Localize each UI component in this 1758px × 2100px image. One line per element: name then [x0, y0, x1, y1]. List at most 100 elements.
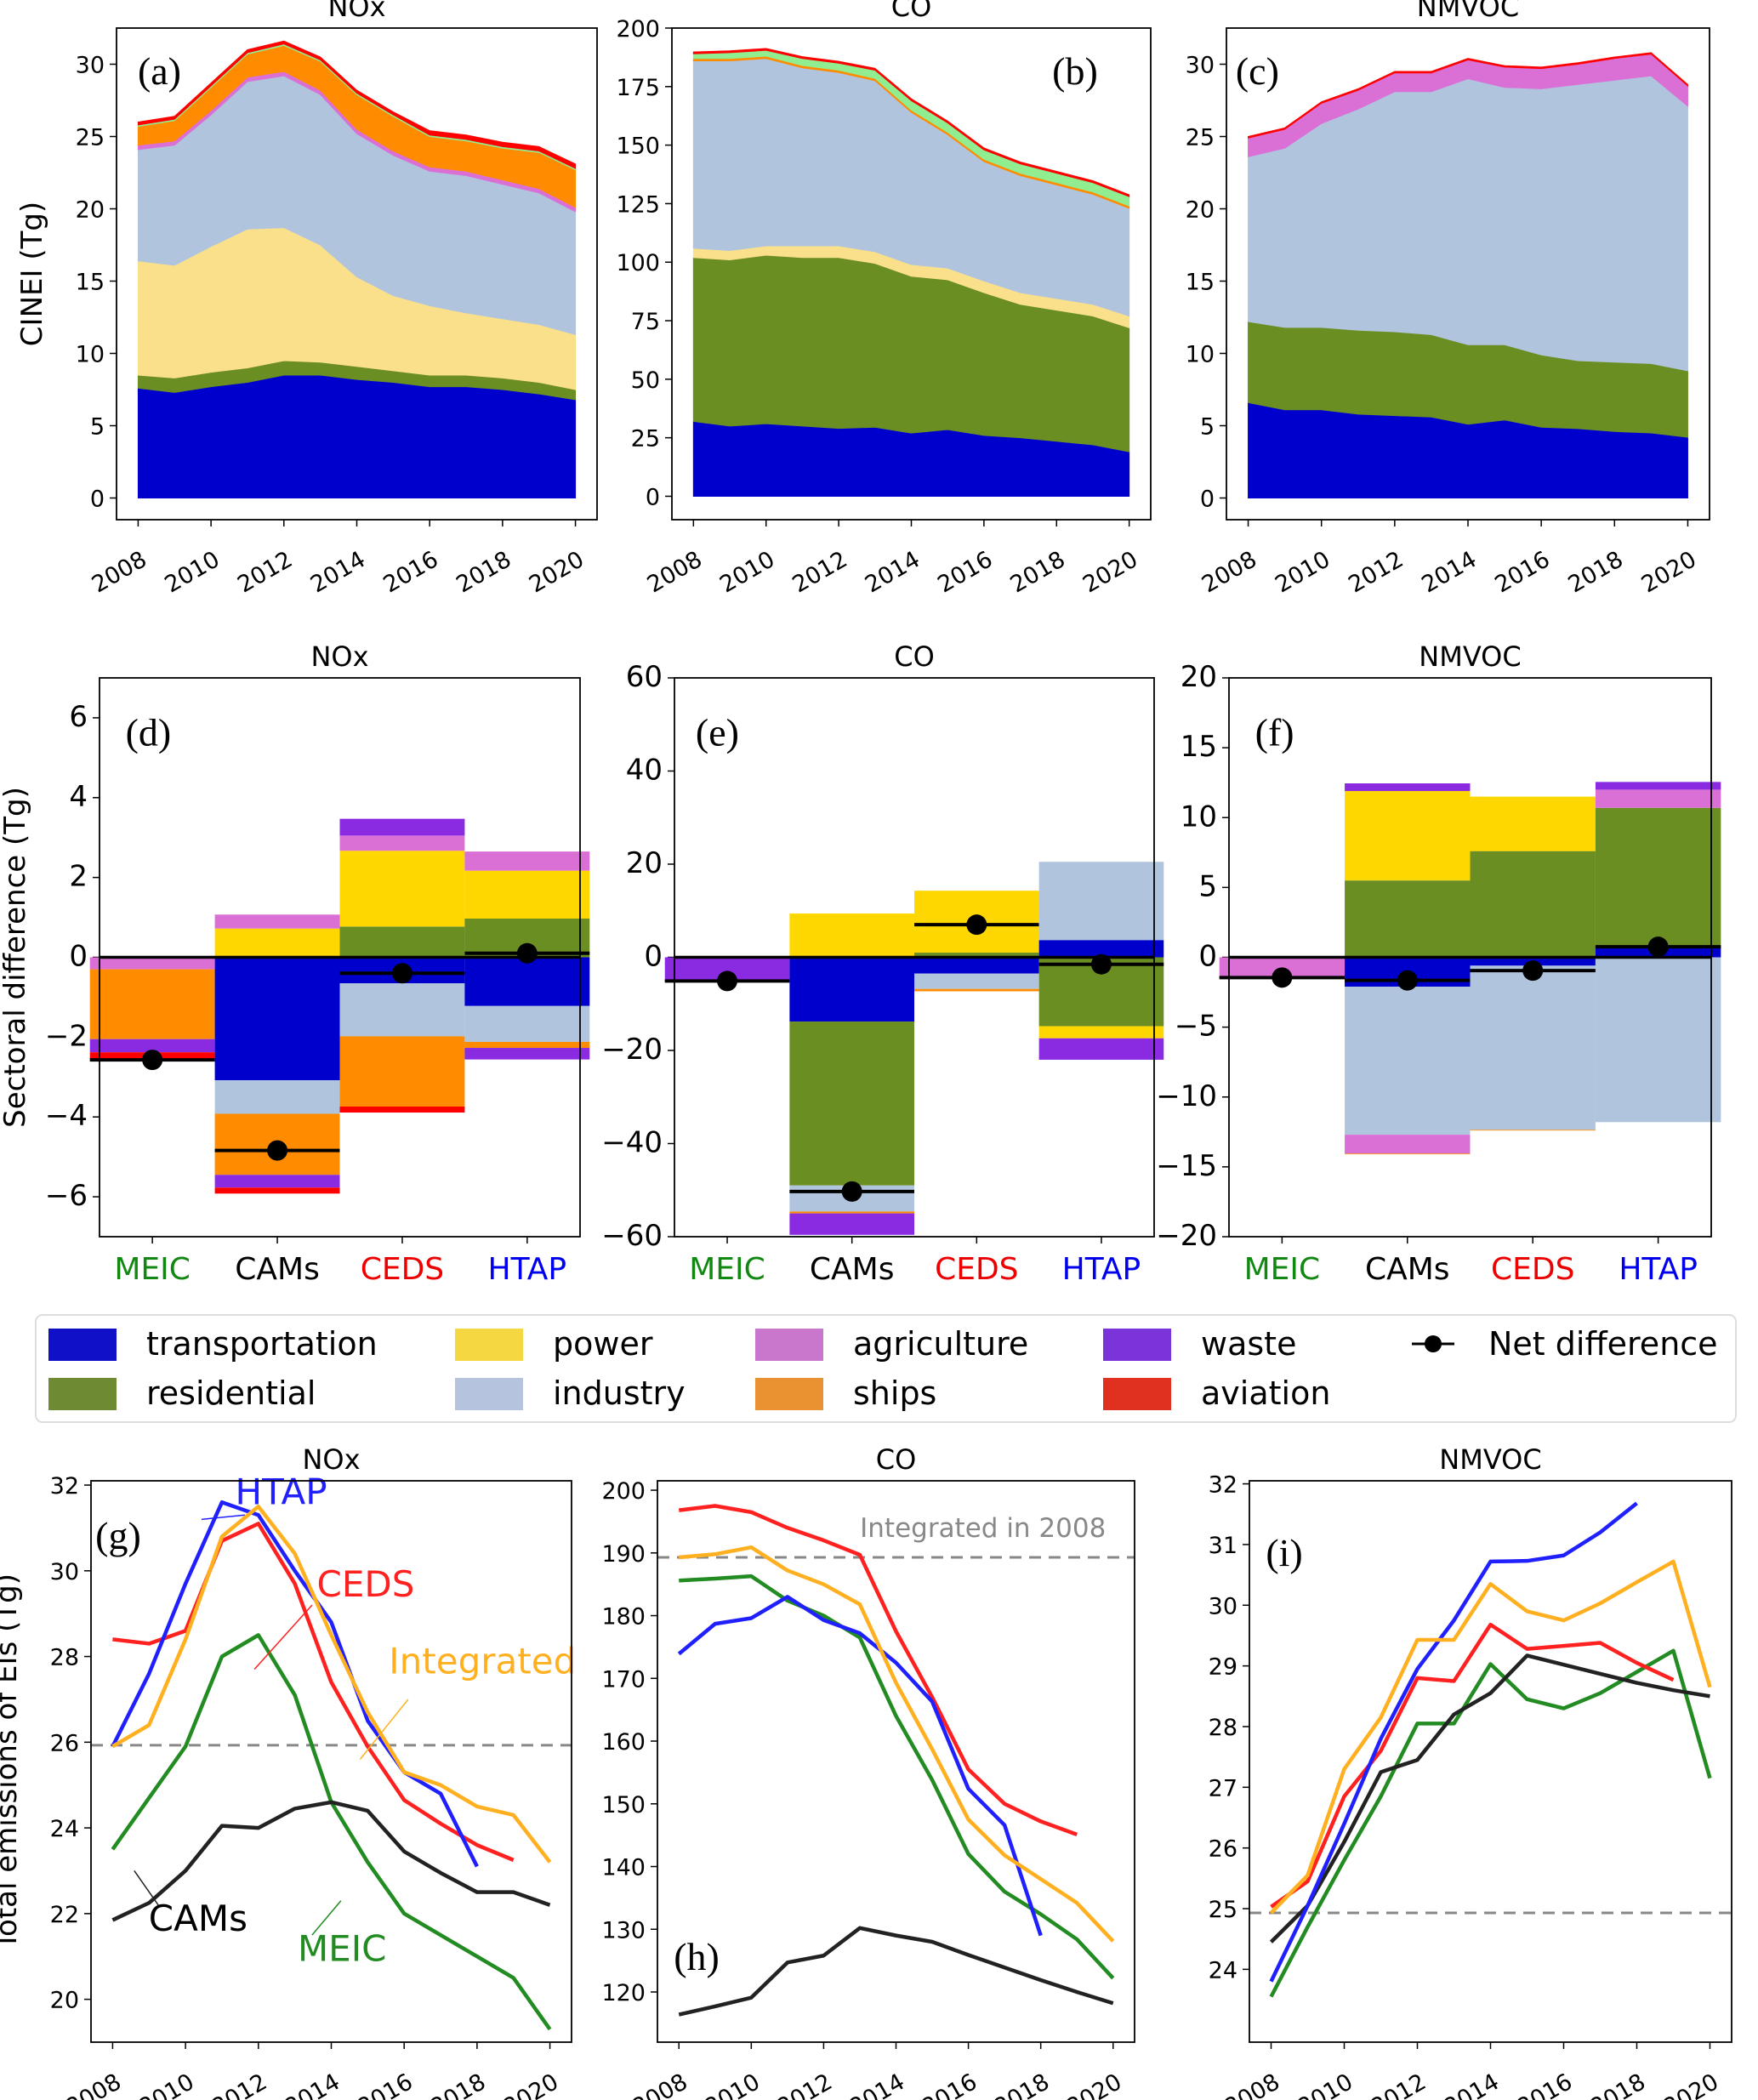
bar-segment-agriculture: [339, 835, 465, 851]
y-tick-label: 0: [646, 484, 660, 510]
x-tick-label: 2008: [643, 546, 707, 598]
line-series-CAMs: [111, 1800, 551, 1922]
bar-segment-transportation: [914, 957, 1039, 974]
category-label: CEDS: [935, 1252, 1018, 1287]
bar-segment-power: [1038, 1026, 1164, 1039]
bar-segment-industry: [1345, 986, 1471, 1135]
y-tick-label: 24: [1209, 1957, 1237, 1983]
y-tick-label: −2: [45, 1019, 88, 1053]
category-label: CEDS: [361, 1252, 444, 1287]
x-tick-label: 2016: [1513, 2069, 1577, 2100]
panel-label: (c): [1236, 49, 1279, 93]
y-tick-label: 30: [50, 1559, 79, 1585]
chart-title: NOx: [302, 1443, 360, 1476]
bar-segment-ships: [914, 988, 1039, 992]
y-tick-label: 15: [1186, 270, 1215, 296]
category-label: HTAP: [1619, 1252, 1698, 1287]
y-tick-label: 75: [631, 309, 660, 335]
bar-segment-industry: [464, 1005, 590, 1042]
annotation-meic: MEIC: [298, 1927, 387, 1969]
y-tick-label: 50: [631, 367, 660, 394]
x-tick-label: 2020: [1078, 546, 1142, 598]
annotation-ceds: CEDS: [317, 1563, 415, 1605]
y-tick-label: 27: [1209, 1775, 1237, 1801]
line-series-CEDS: [678, 1504, 1078, 1837]
line-series-CAMs: [678, 1926, 1114, 2017]
chart-title: CO: [891, 0, 932, 23]
bar-segment-waste: [1038, 1038, 1164, 1060]
net-difference-marker: [1397, 970, 1418, 991]
x-tick-label: 2010: [161, 546, 225, 598]
y-tick-label: 200: [601, 1478, 646, 1505]
y-tick-label: 15: [76, 270, 105, 296]
chart-title: NMVOC: [1439, 1443, 1541, 1476]
y-tick-label: 140: [601, 1855, 646, 1881]
x-tick-label: 2008: [88, 546, 151, 598]
bar-segment-industry: [214, 1080, 340, 1114]
y-tick-label: −40: [601, 1126, 663, 1160]
x-tick-label: 2012: [773, 2069, 837, 2100]
x-tick-label: 2018: [990, 2069, 1054, 2100]
category-label: CAMs: [235, 1252, 320, 1287]
bar-segment-waste: [214, 1175, 340, 1188]
bar-segment-power: [339, 851, 465, 927]
y-tick-label: 32: [50, 1473, 79, 1500]
bar-segment-waste: [89, 1039, 215, 1053]
y-tick-label: 22: [50, 1902, 79, 1928]
legend: transportation power agriculture waste Net d…: [35, 1314, 1737, 1423]
bar-segment-waste: [464, 1048, 590, 1060]
y-tick-label: 190: [601, 1541, 646, 1568]
category-label: HTAP: [488, 1252, 567, 1287]
line-series-Integrated: [1269, 1559, 1712, 1915]
line-series-MEIC: [111, 1633, 552, 2031]
reference-label: Integrated in 2008: [860, 1513, 1106, 1544]
legend-swatch-waste: [1103, 1329, 1171, 1361]
y-tick-label: 28: [1209, 1715, 1237, 1741]
panel-label: (i): [1266, 1531, 1302, 1574]
x-tick-label: 2014: [1417, 546, 1481, 598]
legend-label: industry: [553, 1374, 686, 1412]
y-tick-label: 0: [1198, 940, 1217, 974]
y-tick-label: 125: [616, 191, 660, 218]
category-label: CEDS: [1491, 1252, 1574, 1287]
x-tick-label: 2016: [918, 2069, 981, 2100]
legend-label: agriculture: [853, 1325, 1028, 1363]
net-difference-marker: [1090, 953, 1112, 975]
plot-frame: [116, 27, 598, 521]
x-tick-label: 2016: [1491, 546, 1555, 598]
bar-segment-ships: [339, 1036, 465, 1107]
bar-segment-power: [1470, 796, 1596, 851]
bar-segment-transportation: [214, 957, 340, 1081]
x-tick-label: 2008: [1198, 546, 1261, 598]
net-difference-marker: [391, 963, 412, 984]
area-aviation: [137, 40, 577, 169]
y-tick-label: 20: [1186, 197, 1215, 224]
y-tick-label: 0: [1200, 487, 1215, 513]
annotation-leader: [201, 1514, 245, 1521]
y-tick-label: 120: [601, 1980, 646, 2006]
bar-segment-aviation: [339, 1107, 465, 1113]
bar-segment-agriculture: [214, 914, 340, 929]
chart-title: NOx: [310, 640, 368, 673]
category-label: MEIC: [1244, 1252, 1321, 1287]
x-tick-label: 2010: [135, 2069, 199, 2100]
y-tick-label: 25: [1186, 125, 1215, 151]
y-tick-label: 170: [601, 1666, 646, 1693]
category-label: CAMs: [1365, 1252, 1450, 1287]
x-tick-label: 2016: [379, 546, 443, 598]
x-tick-label: 2012: [208, 2069, 271, 2100]
y-tick-label: 30: [1209, 1593, 1237, 1619]
y-tick-label: 10: [1181, 800, 1217, 834]
line-series-HTAP: [677, 1595, 1043, 1937]
y-tick-label: 26: [1209, 1836, 1237, 1863]
bar-segment-residential: [789, 1022, 914, 1186]
bar-segment-power: [214, 928, 340, 958]
panel-label: (d): [126, 711, 172, 754]
net-difference-marker: [841, 1181, 862, 1202]
legend-swatch-agriculture: [755, 1329, 823, 1361]
net-difference-marker: [966, 914, 987, 936]
bar-segment-ships: [89, 969, 215, 1039]
legend-net-marker: [1425, 1335, 1442, 1352]
y-tick-label: 150: [601, 1792, 646, 1818]
annotation-htap: HTAP: [236, 1471, 327, 1513]
